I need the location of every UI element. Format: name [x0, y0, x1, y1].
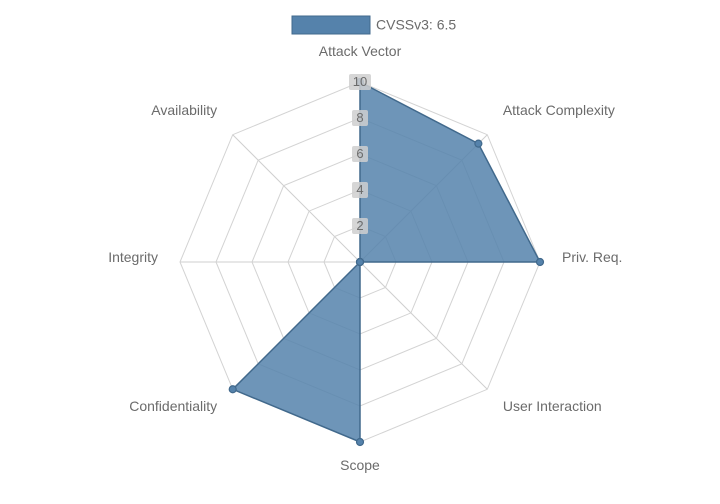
radar-vertex: [357, 259, 364, 266]
legend-swatch: [292, 16, 370, 34]
radar-tick-label: 6: [356, 146, 363, 161]
radar-tick-label: 4: [356, 182, 363, 197]
radar-vertex: [475, 140, 482, 147]
radar-tick-label: 2: [356, 218, 363, 233]
radar-axis-label: Attack Complexity: [503, 102, 615, 118]
radar-axis-label: Integrity: [108, 249, 158, 265]
radar-axis-label: Attack Vector: [319, 43, 402, 59]
chart-legend: CVSSv3: 6.5: [292, 16, 456, 34]
legend-label: CVSSv3: 6.5: [376, 17, 456, 33]
radar-axis-label: Priv. Req.: [562, 249, 622, 265]
radar-chart: 2 4 6 8 10 Attack Vector Attack Complexity Priv…: [0, 0, 720, 504]
radar-axis-label: Scope: [340, 457, 380, 473]
radar-vertex: [537, 259, 544, 266]
radar-axis-label: Confidentiality: [129, 398, 217, 414]
radar-tick-label: 10: [353, 74, 367, 89]
radar-axis-label: Availability: [151, 102, 217, 118]
radar-vertex: [357, 439, 364, 446]
radar-axis-label: User Interaction: [503, 398, 602, 414]
radar-vertex: [229, 386, 236, 393]
radar-tick-label: 8: [356, 110, 363, 125]
